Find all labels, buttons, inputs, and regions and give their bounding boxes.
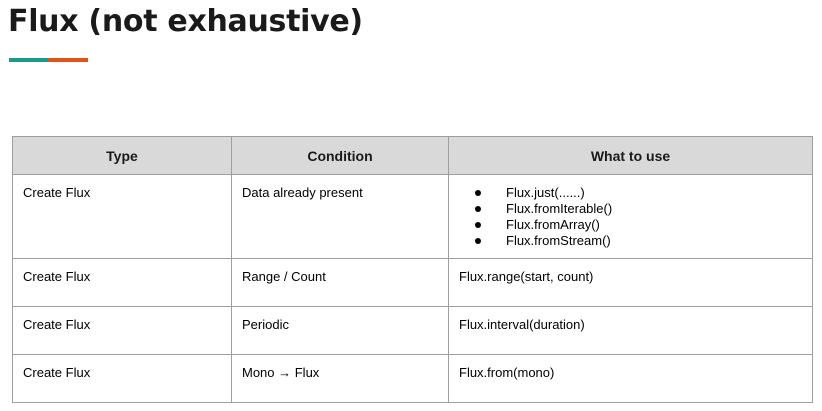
cell-what-to-use: Flux.from(mono) — [448, 354, 813, 403]
list-item: Flux.just(......) — [449, 185, 812, 201]
bullet-icon — [475, 206, 481, 212]
table-row: Create Flux Mono → Flux Flux.from(mono) — [12, 354, 813, 403]
slide-title: Flux (not exhaustive) — [8, 4, 363, 39]
method-list: Flux.just(......) Flux.fromIterable() Fl… — [449, 175, 812, 249]
cell-type: Create Flux — [12, 174, 232, 259]
cell-what-to-use: Flux.interval(duration) — [448, 306, 813, 355]
table-header-row: Type Condition What to use — [12, 136, 813, 175]
cell-what-to-use-text: Flux.range(start, count) — [459, 269, 594, 284]
table-row: Create Flux Data already present Flux.ju… — [12, 174, 813, 259]
header-condition: Condition — [231, 136, 449, 175]
title-accent-teal — [9, 58, 48, 62]
bullet-icon — [475, 238, 481, 244]
cell-condition: Periodic — [231, 306, 449, 355]
list-item: Flux.fromArray() — [449, 217, 812, 233]
cell-type: Create Flux — [12, 306, 232, 355]
cell-type: Create Flux — [12, 258, 232, 307]
cell-type-text: Create Flux — [23, 317, 91, 332]
cell-condition: Mono → Flux — [231, 354, 449, 403]
cell-type-text: Create Flux — [23, 269, 91, 284]
cell-what-to-use: Flux.just(......) Flux.fromIterable() Fl… — [448, 174, 813, 259]
header-type: Type — [12, 136, 232, 175]
table-row: Create Flux Range / Count Flux.range(sta… — [12, 258, 813, 307]
bullet-icon — [475, 190, 481, 196]
list-item: Flux.fromStream() — [449, 233, 812, 249]
cell-condition-text: Data already present — [242, 185, 363, 200]
header-what-to-use: What to use — [448, 136, 813, 175]
cell-condition-text: Mono → Flux — [242, 365, 320, 380]
cell-type: Create Flux — [12, 354, 232, 403]
bullet-icon — [475, 222, 481, 228]
method-text: Flux.fromStream() — [506, 233, 611, 248]
cell-what-to-use-text: Flux.interval(duration) — [459, 317, 585, 332]
title-accent-orange — [48, 58, 88, 62]
cell-condition: Data already present — [231, 174, 449, 259]
cell-condition-text: Range / Count — [242, 269, 326, 284]
cell-condition: Range / Count — [231, 258, 449, 307]
cell-what-to-use: Flux.range(start, count) — [448, 258, 813, 307]
cell-type-text: Create Flux — [23, 365, 91, 380]
method-text: Flux.fromArray() — [506, 217, 600, 232]
flux-table: Type Condition What to use Create Flux D… — [12, 136, 813, 403]
cell-what-to-use-text: Flux.from(mono) — [459, 365, 555, 380]
cell-condition-text: Periodic — [242, 317, 289, 332]
list-item: Flux.fromIterable() — [449, 201, 812, 217]
method-text: Flux.just(......) — [506, 185, 585, 200]
method-text: Flux.fromIterable() — [506, 201, 613, 216]
cell-type-text: Create Flux — [23, 185, 91, 200]
table-row: Create Flux Periodic Flux.interval(durat… — [12, 306, 813, 355]
